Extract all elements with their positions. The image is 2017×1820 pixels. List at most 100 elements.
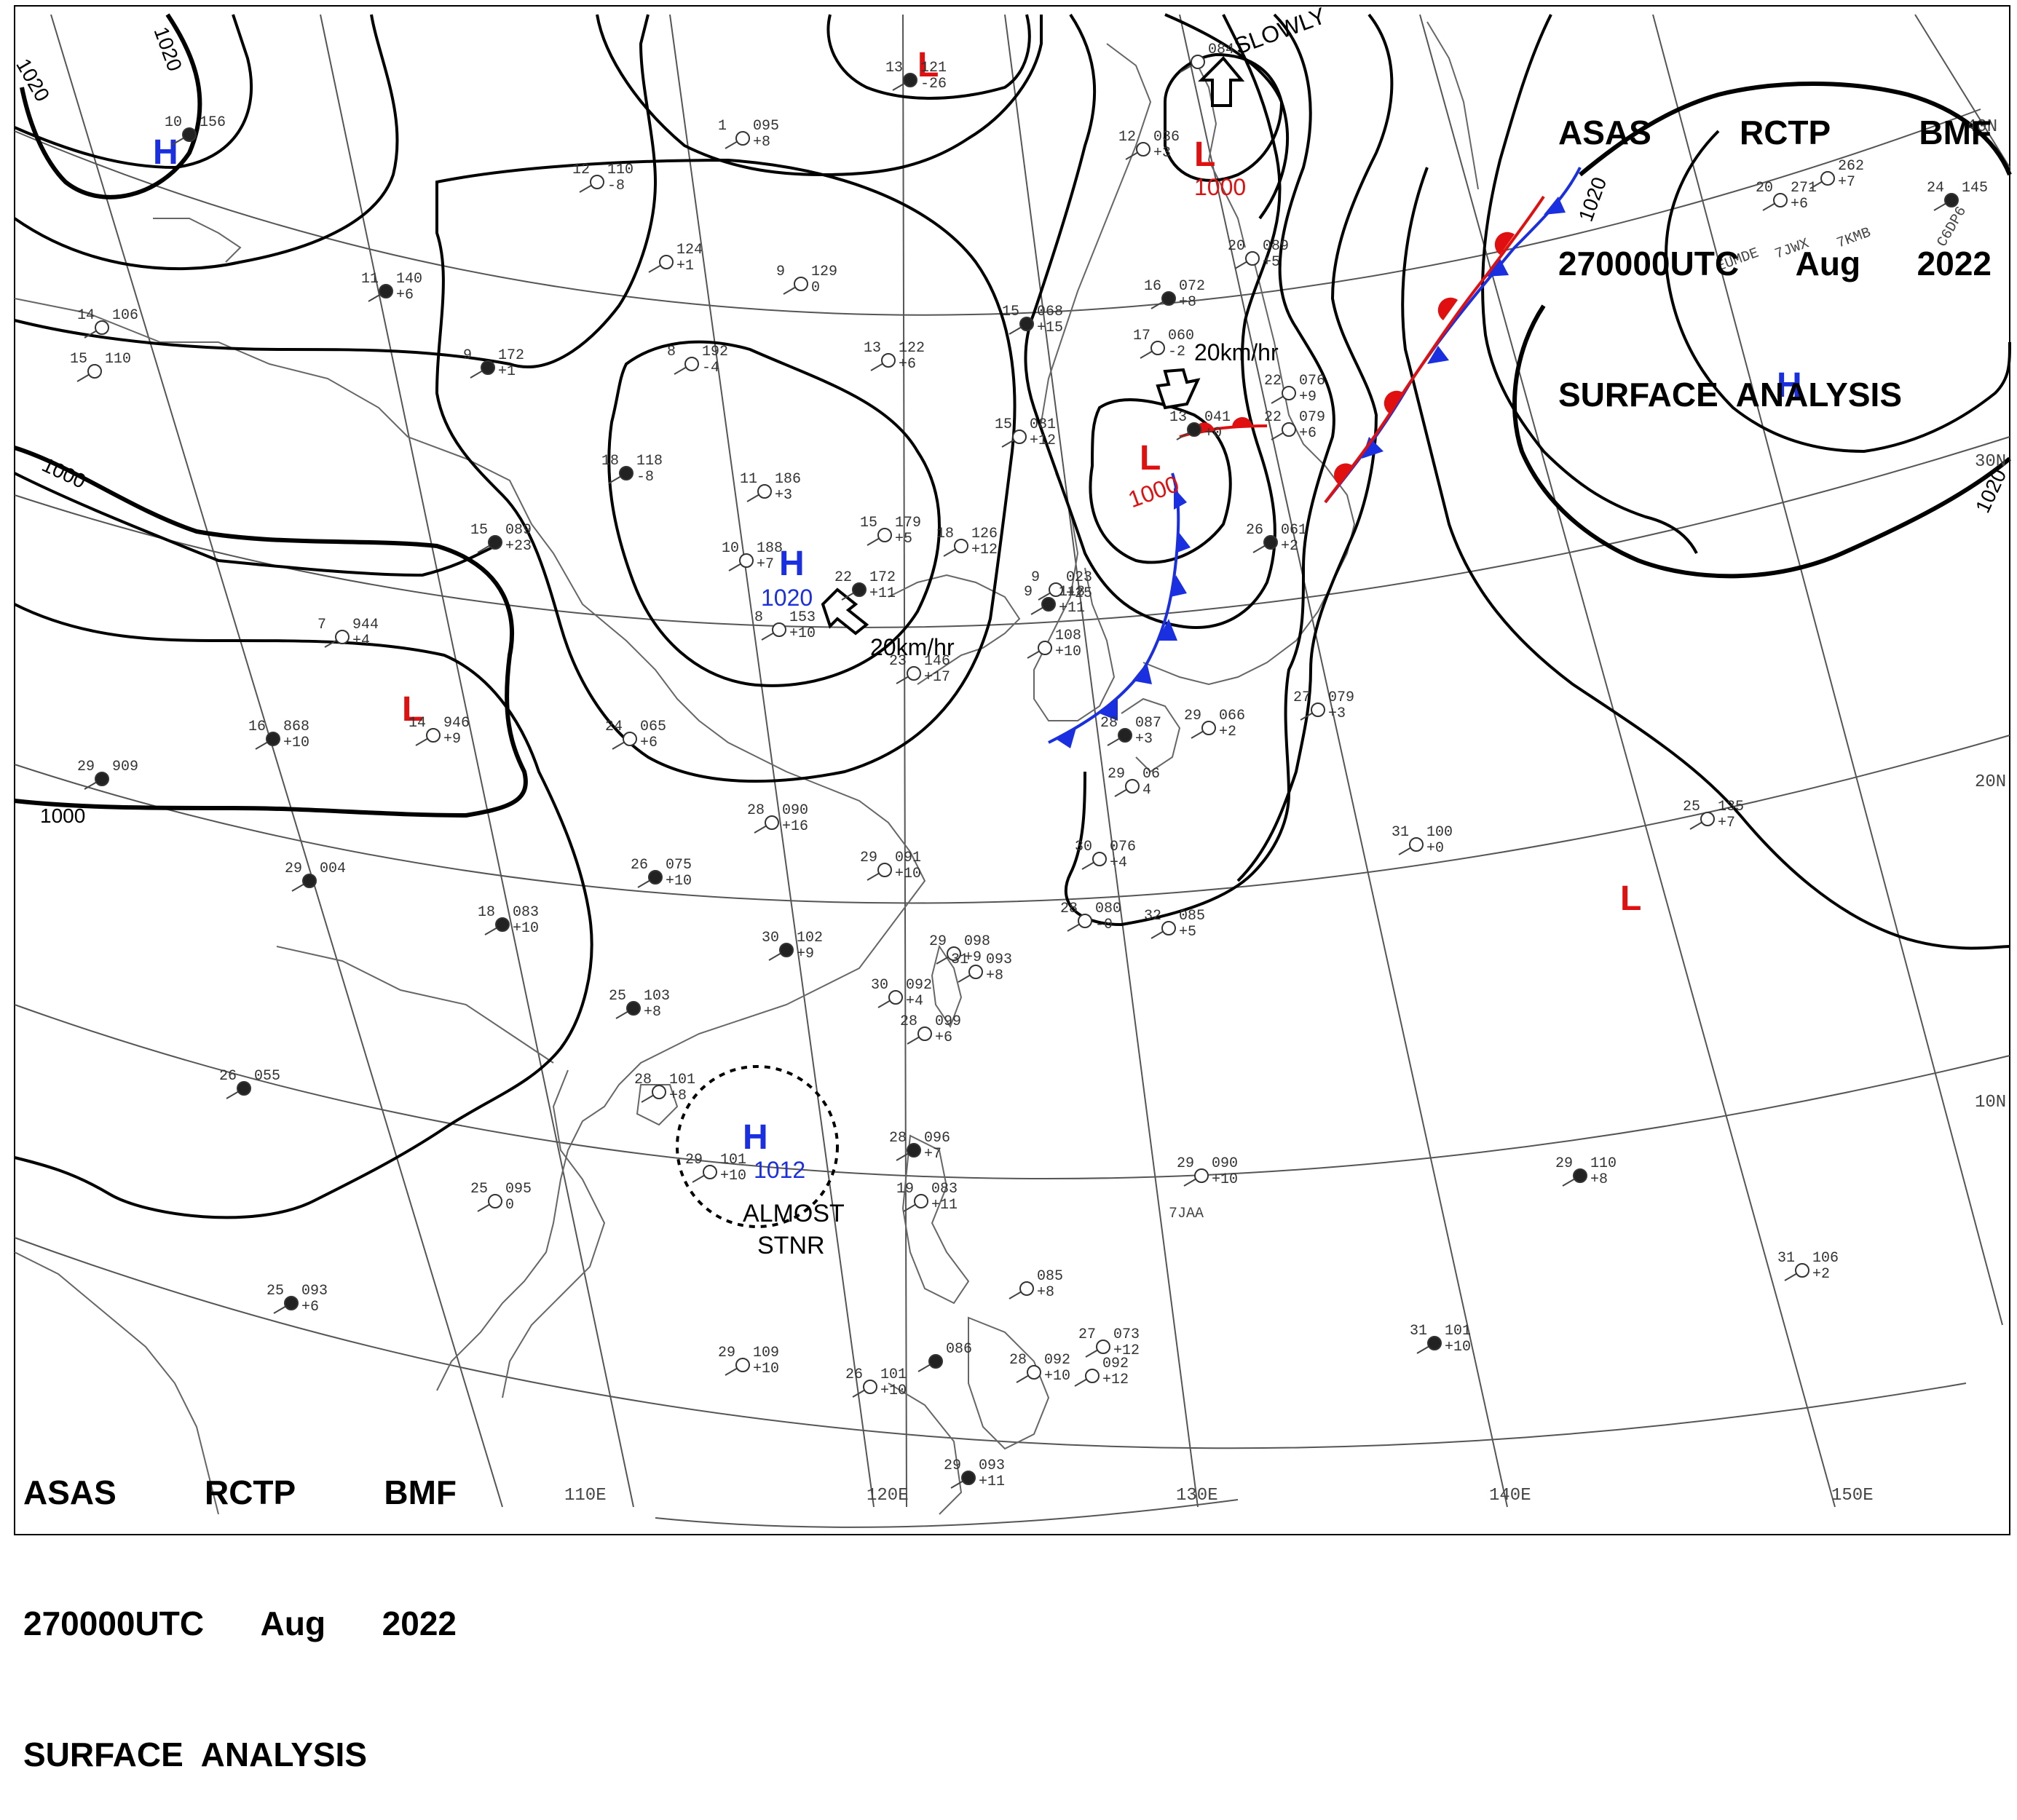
- cold-front-triangle: [1175, 531, 1191, 553]
- station-circle: [1773, 193, 1788, 207]
- isobar-north-low-2: [1164, 13, 1290, 220]
- station-plot: 22 079+6: [1264, 409, 1325, 442]
- high-pressure-center: H: [779, 545, 805, 583]
- station-circle: [1049, 582, 1063, 597]
- station-temperature: 22: [834, 569, 852, 586]
- station-plot: 29 109+10: [718, 1345, 779, 1377]
- station-plot: 9 172+1: [463, 347, 524, 380]
- station-pressure: 075: [666, 857, 692, 874]
- station-temperature: 31: [951, 951, 968, 968]
- station-plot: 124+1: [648, 242, 703, 274]
- cold-front-triangle: [1362, 437, 1384, 459]
- isobar-east-h-inner: [1665, 130, 2011, 454]
- station-pressure: 262: [1838, 158, 1864, 175]
- station-temperature: 29: [929, 933, 947, 950]
- station-temperature: 29: [860, 850, 877, 866]
- station-temperature: 29: [718, 1345, 735, 1361]
- map-header-bottom: ASAS RCTP BMF 270000UTC Aug 2022 SURFACE…: [23, 1383, 457, 1820]
- station-pressure: 129: [811, 264, 837, 280]
- coastline-philippines-south: [968, 1316, 1050, 1450]
- header-product: ASAS: [1558, 114, 1651, 151]
- station-pressure: 124: [676, 242, 703, 258]
- station-temperature: 22: [1264, 409, 1282, 426]
- station-plot: 28 092+10: [1009, 1352, 1070, 1385]
- header-year: 2022: [382, 1605, 457, 1642]
- cold-front-line: [1048, 472, 1180, 744]
- coastline-indochina: [502, 1069, 606, 1398]
- station-temperature: 23: [889, 653, 907, 670]
- low-pressure-center: L: [1140, 439, 1161, 478]
- station-tendency: +1: [676, 258, 694, 274]
- station-pressure: 083: [513, 904, 539, 921]
- coastline-mainland: [14, 298, 926, 1391]
- station-temperature: 16: [248, 719, 266, 735]
- isobar-east-outer: [1481, 14, 1698, 554]
- station-pressure: 090: [782, 802, 808, 819]
- station-circle: [182, 127, 197, 142]
- station-tendency: +7: [1838, 174, 1855, 191]
- station-pressure: 909: [112, 759, 138, 775]
- station-circle: [735, 131, 750, 146]
- high-pressure-center: H: [153, 133, 178, 172]
- weak-high-outline: [676, 1065, 839, 1228]
- station-pressure: 079: [1328, 689, 1354, 706]
- warm-front-semicircle: [1334, 463, 1353, 484]
- arrow-hollow: [1156, 368, 1201, 410]
- meridian-line: [669, 14, 875, 1508]
- station-plot: 29 004: [285, 860, 346, 892]
- station-circle: [1409, 837, 1424, 852]
- station-plot: 26 055: [219, 1068, 280, 1099]
- station-plot: 25 135+7: [1683, 799, 1744, 831]
- station-tendency: +17: [924, 669, 950, 686]
- station-pressure: 085: [1037, 1268, 1063, 1285]
- station-circle: [1038, 641, 1052, 655]
- station-plot: 30 102+9: [762, 930, 823, 962]
- station-temperature: 22: [1264, 373, 1282, 389]
- station-circle: [1191, 55, 1205, 69]
- station-pressure: 121: [920, 60, 947, 76]
- system-note: ALMOST: [743, 1200, 845, 1227]
- station-temperature: 26: [1246, 522, 1263, 539]
- station-plot: 8 192-4: [667, 344, 728, 376]
- coastline-philippines-luzon: [901, 1134, 970, 1305]
- station-plot: 18 118-8: [601, 453, 663, 486]
- station-plot: 29 091+10: [860, 850, 921, 882]
- coastline-river: [276, 946, 554, 1064]
- station-temperature: 28: [1100, 715, 1118, 732]
- station-temperature: 29: [1108, 766, 1125, 783]
- station-tendency: +5: [1179, 924, 1196, 941]
- station-circle: [757, 484, 772, 499]
- station-circle: [703, 1165, 717, 1179]
- coastline-hainan: [636, 1084, 679, 1126]
- station-pressure: 089: [1263, 238, 1289, 255]
- station-circle: [652, 1085, 666, 1099]
- station-tendency: +11: [869, 585, 896, 602]
- station-circle: [947, 946, 961, 961]
- station-circle: [659, 255, 674, 269]
- station-plot: 14 106: [77, 307, 138, 339]
- motion-speed-label: 20km/hr: [1194, 339, 1279, 365]
- station-tendency: +10: [513, 920, 539, 937]
- station-pressure: 188: [757, 540, 783, 557]
- station-pressure: 172: [869, 569, 896, 586]
- station-tendency: +10: [666, 873, 692, 890]
- station-tendency: +9: [1299, 389, 1317, 405]
- station-circle: [1078, 914, 1092, 928]
- low-pressure-center: L: [917, 46, 939, 84]
- station-circle: [626, 1001, 641, 1016]
- station-temperature: 26: [845, 1366, 863, 1383]
- station-tendency: +6: [935, 1029, 952, 1046]
- cold-front-triangle: [1544, 197, 1566, 215]
- station-circle: [237, 1081, 251, 1096]
- station-temperature: 12: [1118, 129, 1136, 146]
- station-circle: [284, 1296, 299, 1310]
- station-circle: [735, 1358, 750, 1372]
- station-circle: [426, 728, 441, 743]
- station-pressure: 085: [1179, 908, 1205, 925]
- station-plot: 31 101+10: [1410, 1323, 1471, 1356]
- station-plot: 27 073+12: [1078, 1326, 1140, 1359]
- station-pressure: 065: [640, 719, 666, 735]
- station-pressure: 036: [1153, 129, 1180, 146]
- station-temperature: 15: [1002, 304, 1019, 320]
